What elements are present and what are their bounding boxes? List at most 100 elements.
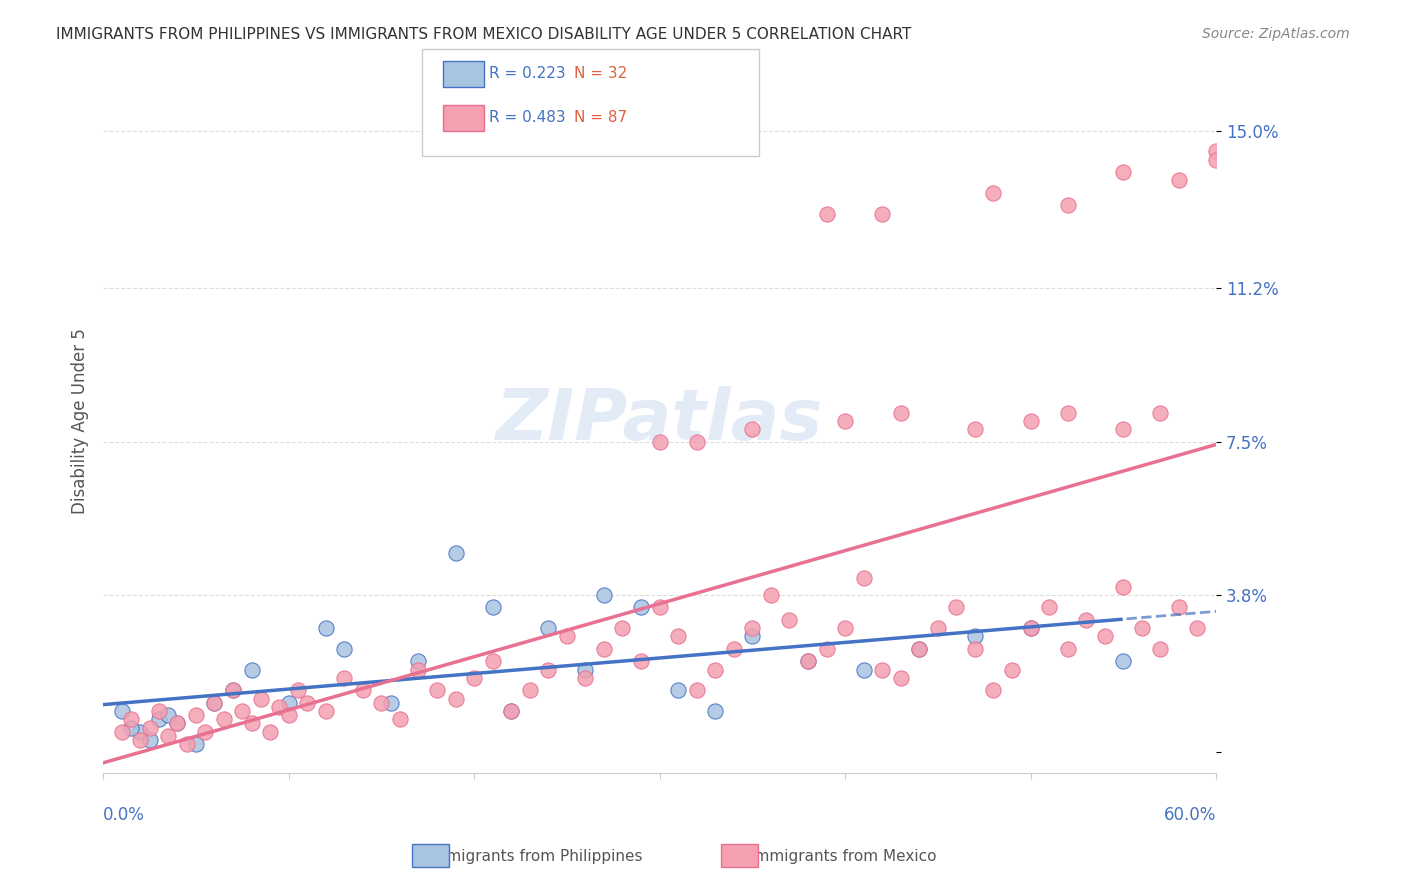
Text: 60.0%: 60.0%	[1164, 806, 1216, 824]
Text: Immigrants from Philippines: Immigrants from Philippines	[426, 849, 643, 863]
Point	[1112, 165, 1135, 179]
Point	[666, 629, 689, 643]
Text: R = 0.223: R = 0.223	[489, 66, 565, 80]
Point	[519, 683, 541, 698]
Point	[574, 663, 596, 677]
Point	[120, 721, 142, 735]
Point	[908, 641, 931, 656]
Point	[1019, 621, 1042, 635]
Point	[704, 663, 727, 677]
Point	[1187, 621, 1209, 635]
Text: 0.0%: 0.0%	[103, 806, 145, 824]
Point	[259, 724, 281, 739]
Point	[138, 721, 160, 735]
Point	[797, 654, 820, 668]
Point	[129, 724, 152, 739]
Point	[963, 422, 986, 436]
Point	[686, 683, 709, 698]
Point	[481, 600, 503, 615]
Point	[501, 704, 523, 718]
Point	[983, 683, 1005, 698]
Text: IMMIGRANTS FROM PHILIPPINES VS IMMIGRANTS FROM MEXICO DISABILITY AGE UNDER 5 COR: IMMIGRANTS FROM PHILIPPINES VS IMMIGRANT…	[56, 27, 911, 42]
Point	[352, 683, 374, 698]
Point	[166, 716, 188, 731]
Point	[983, 186, 1005, 200]
Point	[277, 696, 299, 710]
Point	[704, 704, 727, 718]
Point	[222, 683, 245, 698]
Point	[1112, 422, 1135, 436]
Point	[444, 546, 467, 560]
Point	[315, 704, 337, 718]
Point	[593, 588, 616, 602]
Point	[204, 696, 226, 710]
Point	[129, 733, 152, 747]
Point	[945, 600, 967, 615]
Point	[1112, 580, 1135, 594]
Point	[222, 683, 245, 698]
Text: N = 32: N = 32	[574, 66, 627, 80]
Point	[870, 663, 893, 677]
Point	[287, 683, 309, 698]
Text: ZIPatlas: ZIPatlas	[496, 386, 824, 455]
Point	[741, 422, 763, 436]
Point	[612, 621, 634, 635]
Point	[890, 671, 912, 685]
Point	[834, 414, 856, 428]
Point	[1019, 621, 1042, 635]
Point	[778, 613, 800, 627]
Point	[481, 654, 503, 668]
Point	[723, 641, 745, 656]
Point	[686, 434, 709, 449]
Point	[408, 663, 430, 677]
Point	[388, 712, 411, 726]
Point	[120, 712, 142, 726]
Point	[1001, 663, 1024, 677]
Point	[1056, 405, 1078, 419]
Point	[501, 704, 523, 718]
Point	[269, 699, 291, 714]
Text: Source: ZipAtlas.com: Source: ZipAtlas.com	[1202, 27, 1350, 41]
Point	[741, 629, 763, 643]
Point	[1168, 173, 1191, 187]
Point	[927, 621, 949, 635]
Point	[870, 206, 893, 220]
Point	[1149, 641, 1171, 656]
Point	[1149, 405, 1171, 419]
Point	[963, 641, 986, 656]
Point	[315, 621, 337, 635]
Point	[212, 712, 235, 726]
Text: Immigrants from Mexico: Immigrants from Mexico	[751, 849, 936, 863]
Point	[370, 696, 392, 710]
Point	[1205, 153, 1227, 167]
Point	[194, 724, 217, 739]
Point	[1076, 613, 1098, 627]
Point	[184, 708, 207, 723]
Point	[231, 704, 253, 718]
Point	[111, 704, 134, 718]
Point	[797, 654, 820, 668]
Point	[157, 729, 180, 743]
Point	[666, 683, 689, 698]
Point	[1205, 145, 1227, 159]
Point	[815, 206, 838, 220]
Point	[166, 716, 188, 731]
Point	[333, 671, 356, 685]
Point	[184, 737, 207, 751]
Point	[890, 405, 912, 419]
Point	[630, 600, 652, 615]
Point	[277, 708, 299, 723]
Point	[1112, 654, 1135, 668]
Point	[815, 641, 838, 656]
Point	[176, 737, 198, 751]
Point	[537, 621, 560, 635]
Point	[630, 654, 652, 668]
Point	[240, 716, 263, 731]
Point	[963, 629, 986, 643]
Point	[908, 641, 931, 656]
Point	[148, 712, 170, 726]
Point	[555, 629, 578, 643]
Point	[426, 683, 449, 698]
Point	[648, 600, 671, 615]
Text: R = 0.483: R = 0.483	[489, 111, 565, 125]
